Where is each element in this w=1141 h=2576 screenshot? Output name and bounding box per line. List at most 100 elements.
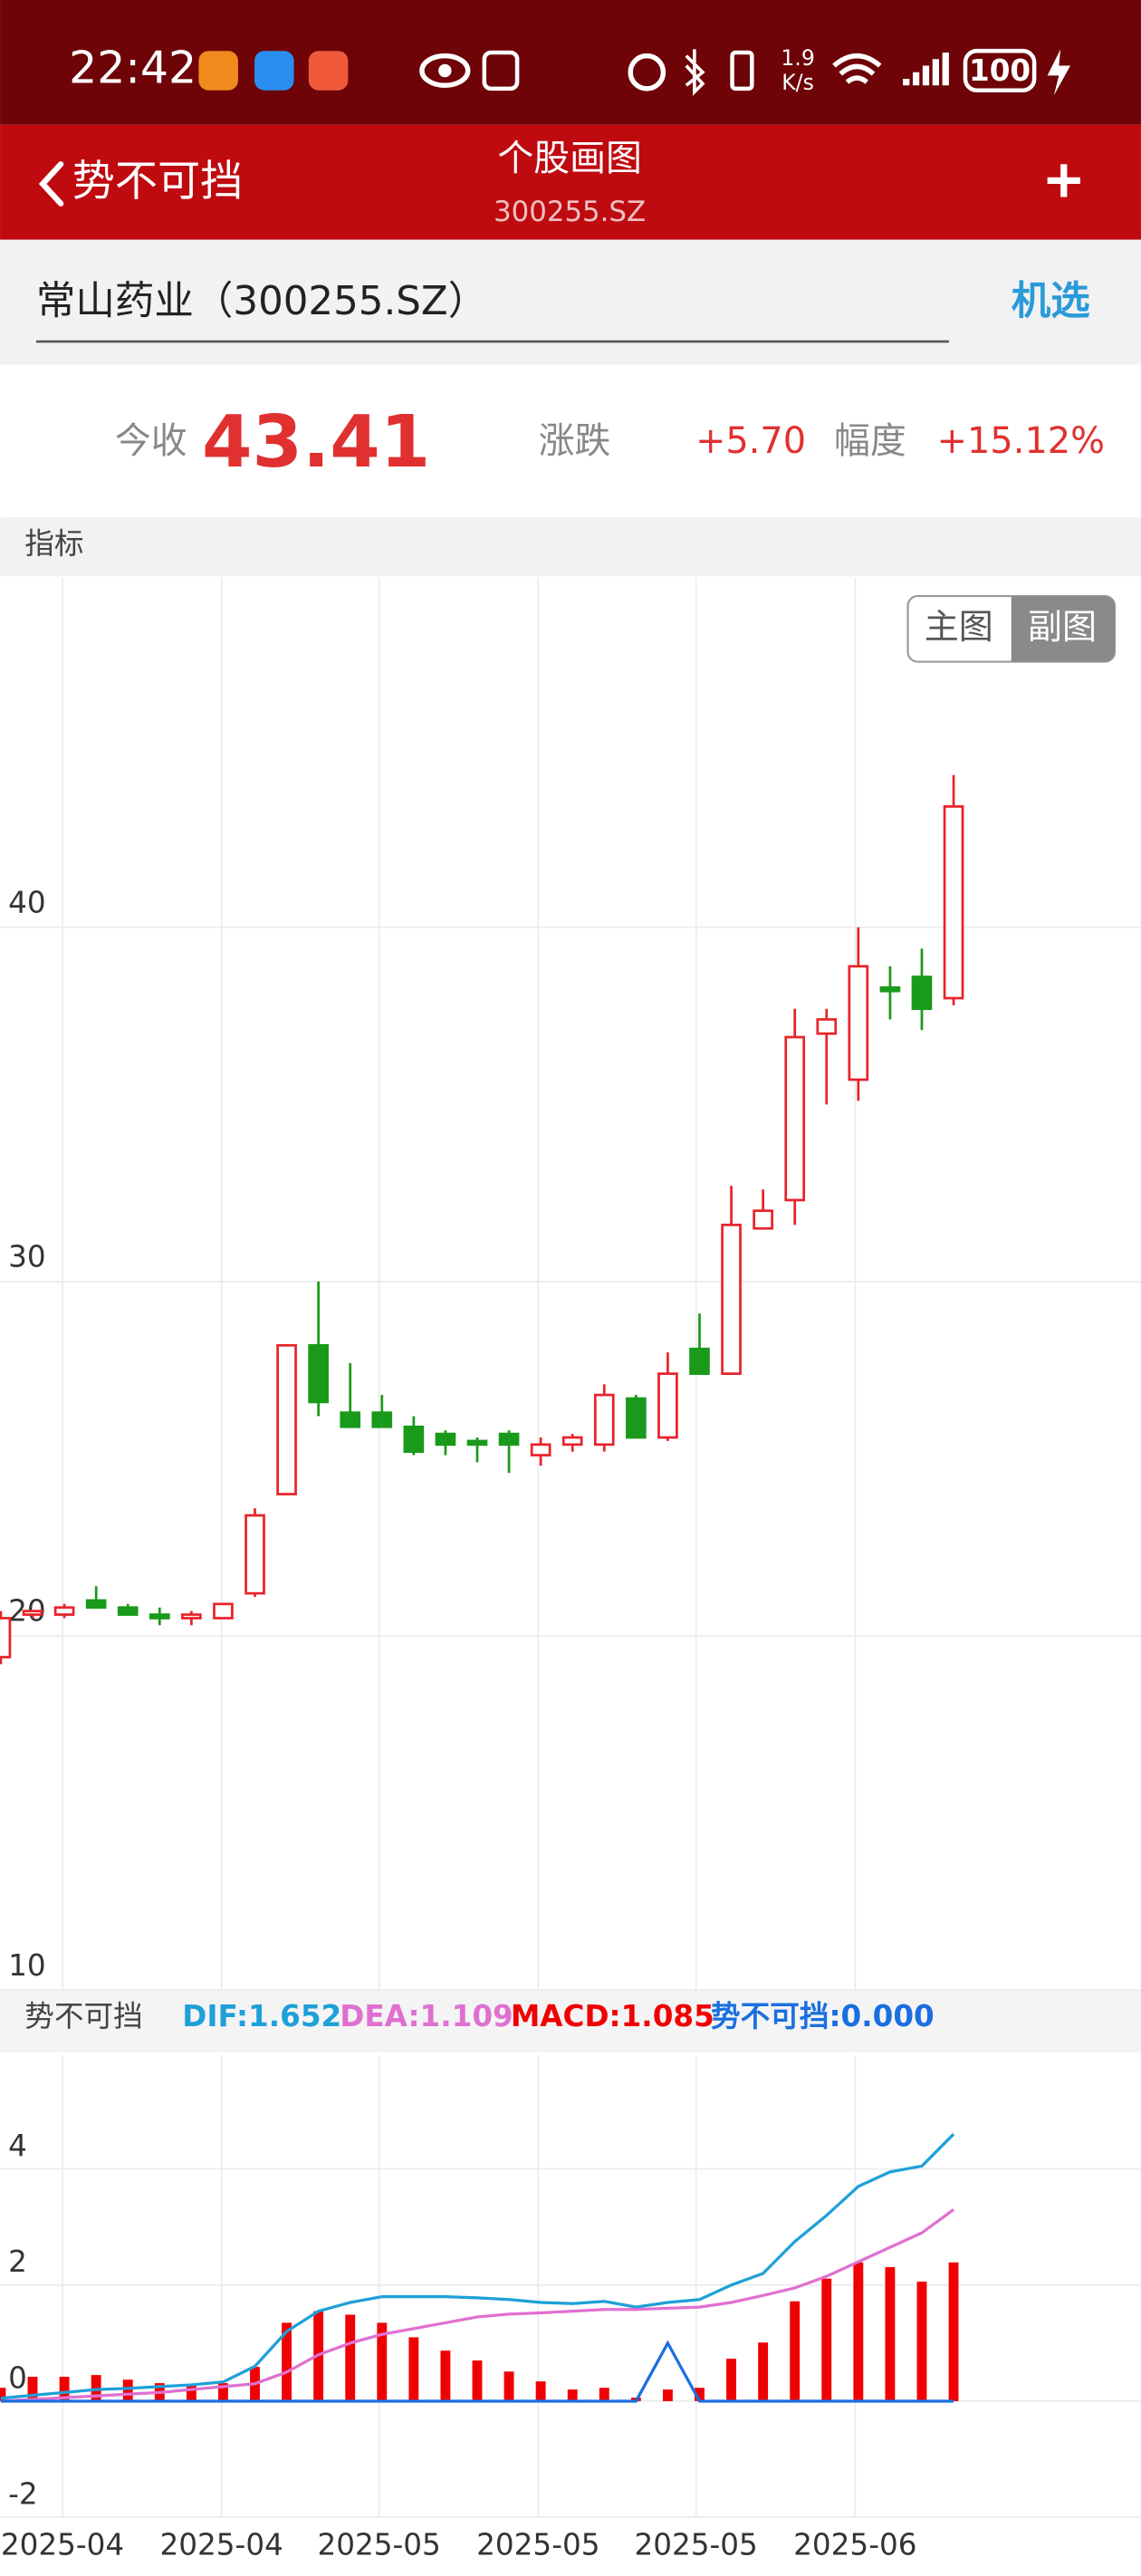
charts: 10203040-2024势不可挡DIF:1.652DEA:1.109MACD:…	[0, 578, 1141, 2562]
macd-bar	[0, 2388, 6, 2401]
legend-entry: DEA:1.109	[340, 1999, 513, 2033]
macd-bar	[948, 2262, 959, 2401]
macd-bar	[186, 2385, 197, 2401]
macd-bar	[916, 2281, 927, 2401]
back-button[interactable]	[38, 161, 64, 207]
app-icon	[308, 51, 349, 91]
macd-bar	[853, 2262, 864, 2401]
clock: 22:42	[69, 42, 197, 93]
tab-main[interactable]: 主图	[925, 607, 993, 647]
close-price: 43.41	[202, 399, 430, 484]
y-tick-label: 30	[8, 1240, 46, 1274]
change-label: 涨跌	[539, 420, 611, 462]
candle-body	[403, 1425, 425, 1454]
pick-button[interactable]: 机选	[1012, 279, 1091, 324]
y-tick-label: 40	[8, 885, 46, 919]
candle-body	[721, 1223, 742, 1375]
eye-icon	[419, 53, 471, 88]
candle-body	[276, 1343, 297, 1495]
macd-bar	[535, 2381, 546, 2401]
macd-bar	[217, 2383, 228, 2401]
macd-bar	[503, 2371, 514, 2401]
close-label: 今收	[115, 420, 187, 462]
macd-bar	[599, 2388, 609, 2401]
y-tick-label: -2	[8, 2477, 38, 2512]
candle-body	[149, 1613, 170, 1620]
macd-bar	[377, 2322, 388, 2401]
change-value: +5.70	[695, 420, 806, 462]
macd-bar	[59, 2377, 70, 2401]
app-icon	[198, 51, 238, 91]
app-bar	[0, 124, 1141, 240]
legend-entry: DIF:1.652	[182, 1999, 341, 2033]
wifi-icon	[832, 53, 882, 84]
indicator-title: 势不可挡	[24, 1999, 143, 2033]
candle-body	[244, 1514, 265, 1595]
candle-body	[626, 1397, 647, 1439]
y-tick-label: 2	[8, 2244, 27, 2279]
macd-bar	[885, 2266, 896, 2401]
back-label[interactable]: 势不可挡	[72, 157, 244, 207]
range-value: +15.12%	[937, 420, 1105, 462]
candle-body	[117, 1606, 139, 1616]
x-tick-label: 2025-06	[793, 2528, 916, 2562]
candle-body	[561, 1436, 583, 1447]
macd-bar	[440, 2350, 451, 2401]
x-tick-label: 2025-05	[634, 2528, 757, 2562]
legend-entry: 势不可挡:0.000	[711, 1999, 935, 2033]
macd-bar	[27, 2377, 38, 2401]
section-bar	[0, 517, 1141, 577]
signal-icon	[903, 53, 949, 86]
candle-body	[943, 805, 964, 1000]
macd-bar	[345, 2314, 356, 2401]
candle-body	[435, 1432, 456, 1447]
alarm-icon	[628, 53, 666, 91]
indicator-line	[0, 2133, 955, 2400]
indicator-line	[0, 2340, 954, 2403]
y-tick-label: 0	[8, 2360, 27, 2395]
x-tick-label: 2025-05	[476, 2528, 599, 2562]
candle-body	[498, 1432, 520, 1447]
candle-body	[340, 1411, 361, 1428]
candle-body	[181, 1613, 202, 1620]
candle-body	[530, 1443, 551, 1456]
candle-body	[879, 985, 901, 993]
status-bar	[0, 0, 1141, 125]
candle-body	[53, 1606, 75, 1616]
candle-body	[816, 1018, 838, 1035]
battery-level: 100	[969, 53, 1031, 88]
macd-bar	[726, 2359, 736, 2401]
app-icon	[254, 51, 294, 91]
eye-icon	[438, 63, 452, 78]
charging-icon	[1047, 49, 1071, 96]
macd-bar	[282, 2322, 292, 2401]
macd-bar	[695, 2388, 705, 2401]
tab-active[interactable]	[1011, 596, 1115, 662]
macd-bar	[472, 2360, 483, 2401]
section-label: 指标	[24, 526, 83, 561]
add-button[interactable]	[1047, 164, 1080, 197]
macd-bar	[758, 2342, 769, 2401]
net-unit: K/s	[781, 70, 814, 95]
macd-bar	[662, 2389, 673, 2401]
indicator-bar	[0, 1990, 1141, 2053]
y-tick-label: 4	[8, 2129, 27, 2163]
candle-body	[85, 1599, 107, 1610]
candle-body	[593, 1393, 615, 1447]
x-tick-label: 2025-05	[317, 2528, 440, 2562]
candle-body	[213, 1602, 234, 1620]
stock-input[interactable]: 常山药业（300255.SZ）	[36, 279, 487, 324]
battery-icon	[963, 48, 1037, 92]
candle-body	[848, 965, 869, 1081]
y-tick-label: 10	[8, 1948, 46, 1983]
candle-body	[657, 1372, 678, 1439]
tab-sub[interactable]: 副图	[1028, 607, 1097, 647]
indicator-line	[0, 2208, 955, 2403]
page-title: 个股画图	[497, 138, 642, 179]
candle-body	[689, 1347, 710, 1375]
vibrate-icon	[730, 50, 754, 91]
candle-body	[308, 1343, 329, 1404]
x-tick-label: 2025-04	[160, 2528, 283, 2562]
x-tick-label: 2025-04	[1, 2528, 124, 2562]
